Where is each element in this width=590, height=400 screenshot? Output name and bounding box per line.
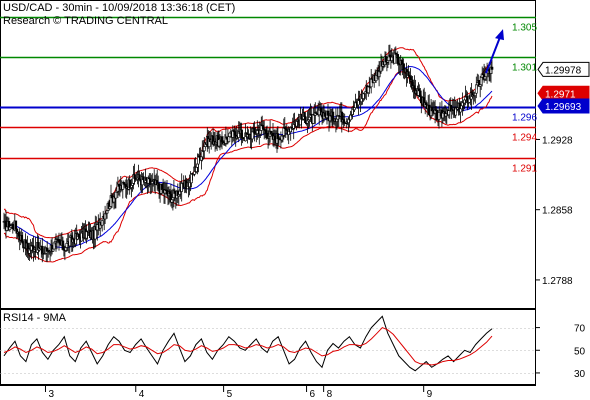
candle-body: [14, 220, 18, 230]
rsi-axis-tick-label: 70: [574, 324, 586, 335]
rsi-axis-tick-label: 50: [574, 346, 586, 357]
rsi-ma-line: [3, 327, 493, 366]
level-label-resistance: 1.301: [512, 63, 537, 74]
level-label-support: 1.294: [512, 133, 537, 144]
ma-price-tag-box: [537, 98, 590, 114]
time-axis-tick-label: 8: [327, 389, 333, 400]
candle-body: [138, 174, 141, 180]
time-axis-tick-label: 3: [48, 389, 54, 400]
moving-average-line: [3, 65, 493, 249]
current-price-tag-box: [537, 61, 590, 77]
axes-layer: 1.2928 1.2858 1.2788 70 50 30 3 4 5 6 8 9: [0, 135, 586, 400]
candle-body: [459, 108, 462, 113]
time-axis-tick-label: 5: [227, 389, 233, 400]
candles-layer: [2, 29, 504, 263]
candle-body: [228, 132, 232, 137]
chart-title: USD/CAD - 30min - 10/09/2018 13:36:18 (C…: [3, 2, 235, 14]
level-label-resistance: 1.305: [512, 23, 537, 34]
time-axis-tick-label: 9: [427, 389, 433, 400]
candle-body: [424, 102, 428, 106]
price-axis-tick-label: 1.2788: [542, 276, 573, 287]
chart-subtitle: Research © TRADING CENTRAL: [3, 15, 168, 27]
rsi-axis-tick-label: 30: [574, 369, 586, 380]
current-price-tag-label: 1.29978: [545, 65, 582, 76]
rsi-panel-title: RSI14 - 9MA: [3, 312, 67, 324]
candle-body: [396, 54, 400, 64]
candle-body: [490, 66, 494, 70]
price-axis-tick-label: 1.2928: [542, 135, 573, 146]
price-panel-frame: [0, 0, 536, 309]
time-axis-tick-label: 4: [139, 389, 145, 400]
price-axis-tick-label: 1.2858: [542, 206, 573, 217]
rsi-panel-frame: [0, 309, 536, 385]
forecast-arrow-shaft: [485, 36, 501, 74]
bollinger-price-tag-box: [537, 85, 590, 101]
time-axis-tick-label: 6: [310, 389, 316, 400]
bollinger-price-tag-label: 1.2971: [545, 89, 576, 100]
candle-body: [114, 191, 118, 199]
rsi-layer: [0, 315, 536, 374]
level-label-support: 1.291: [512, 164, 537, 175]
levels-layer: 1.305 1.301 1.296 1.294 1.291: [0, 16, 537, 175]
level-label-pivot: 1.296: [512, 113, 537, 124]
ma-price-tag-label: 1.29693: [545, 102, 582, 113]
forecast-arrow-head: [495, 29, 504, 41]
